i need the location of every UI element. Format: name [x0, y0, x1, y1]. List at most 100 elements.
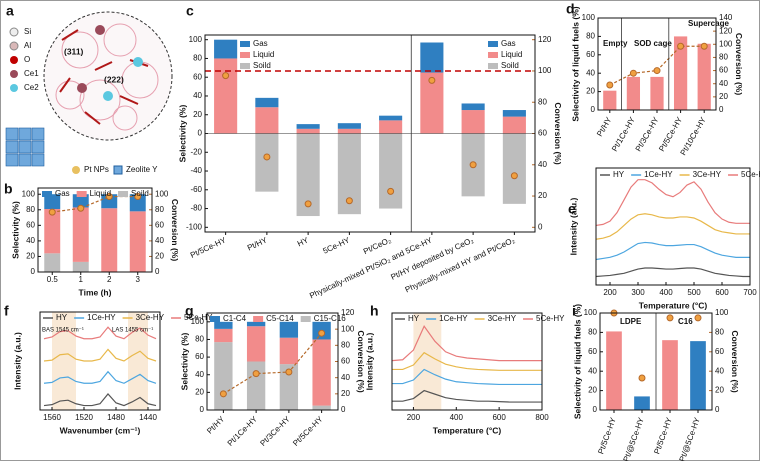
bar [337, 128, 361, 134]
legend-label: Si [24, 27, 31, 36]
legend-label: 1Ce-HY [87, 313, 116, 322]
y-tick-label: 40 [193, 91, 202, 100]
conversion-point [469, 161, 477, 169]
y-tick-label: 80 [588, 328, 597, 337]
y-tick-label: 60 [586, 50, 595, 59]
bar [420, 72, 444, 134]
legend-swatch [240, 41, 250, 47]
y2-tick-label: 20 [341, 389, 350, 398]
y-tick-label: 20 [586, 87, 595, 96]
spectrum-line [392, 351, 542, 371]
y-axis-title: Selectivity (%) [179, 333, 189, 391]
conversion-point [105, 193, 113, 201]
bar [673, 36, 688, 110]
bar [72, 194, 89, 208]
bar [214, 321, 233, 329]
y-axis-title: Selectivity of liquid fuels (%) [572, 304, 582, 419]
y-tick-label: 20 [588, 386, 597, 395]
conversion-point [694, 314, 702, 322]
legend-label: Ce1 [24, 69, 39, 78]
shaded-band [52, 312, 76, 410]
atom [77, 83, 87, 93]
x-tick-label: 1440 [139, 413, 157, 422]
bar [255, 133, 279, 192]
y-axis-title: Selectivity (%) [10, 201, 20, 259]
x-tick-label: 700 [743, 288, 757, 297]
legend-label: 3Ce-HY [693, 170, 722, 179]
y-tick-label: 80 [195, 335, 204, 344]
bar [296, 124, 320, 129]
y2-tick-label: 120 [719, 26, 733, 35]
legend-label: Ce2 [24, 83, 39, 92]
y-tick-label: -80 [190, 204, 202, 213]
legend-label: O [24, 55, 30, 64]
y2-tick-label: 20 [719, 92, 728, 101]
legend-swatch [42, 191, 52, 197]
bar [337, 123, 361, 129]
panel-label: h [370, 303, 379, 319]
conversion-point [252, 370, 260, 378]
bar [44, 209, 61, 254]
y-tick-label: 0 [200, 405, 205, 414]
annotation: LDPE [620, 317, 642, 326]
panel-label: g [185, 303, 194, 319]
legend-label: Gas [253, 39, 268, 48]
legend-swatch [118, 191, 129, 197]
bar [279, 337, 299, 365]
y2-tick-label: 80 [719, 53, 728, 62]
bar [502, 110, 526, 117]
bar [296, 128, 320, 134]
y-tick-label: 0 [31, 267, 36, 276]
y-tick-label: 100 [189, 35, 203, 44]
bar [690, 341, 706, 410]
y2-axis-title: Conversion (%) [734, 33, 744, 96]
legend-swatch [76, 191, 87, 197]
legend-label: Soild [131, 189, 149, 198]
spectrum-line [392, 389, 542, 403]
bar [502, 133, 526, 204]
conversion-point [77, 204, 85, 212]
bar [246, 321, 266, 327]
plot-frame [599, 312, 713, 411]
y2-tick-label: 20 [155, 252, 164, 261]
bar [72, 261, 89, 272]
conversion-point [222, 72, 230, 80]
spectrum-line [392, 368, 542, 386]
x-tick-label: 200 [603, 288, 617, 297]
x-tick-label: 400 [659, 288, 673, 297]
y-axis-title: Intensity (a.u.) [12, 332, 22, 390]
x-axis-title: Temperature (°C) [639, 300, 708, 310]
legend-label: 1Ce-HY [439, 314, 468, 323]
atom-icon [10, 84, 18, 92]
y-tick-label: 60 [195, 352, 204, 361]
spectrum-line [595, 267, 750, 278]
legend-label: 3Ce-HY [136, 313, 165, 322]
item-label: Pt NPs [84, 165, 109, 174]
bar [246, 326, 266, 362]
bar [461, 103, 485, 111]
legend-label: C5-C14 [266, 314, 294, 323]
y2-tick-label: 40 [538, 160, 547, 169]
bar [44, 194, 61, 209]
y2-tick-label: 100 [341, 324, 355, 333]
framework [55, 23, 159, 131]
atom [103, 91, 113, 101]
conversion-point [700, 42, 708, 50]
x-tick-label: 1480 [107, 413, 125, 422]
y-tick-label: 100 [191, 317, 205, 326]
y2-tick-label: 80 [538, 97, 547, 106]
plot-frame [206, 312, 339, 411]
spectrum-line [43, 370, 157, 384]
plot-frame [597, 17, 717, 111]
plot-frame [39, 311, 161, 411]
zeolite-icon [113, 165, 123, 175]
spectrum-line [43, 326, 157, 340]
bar [461, 110, 485, 134]
y-tick-label: 80 [586, 32, 595, 41]
legend-label: Gas [501, 39, 516, 48]
y2-tick-label: 40 [719, 79, 728, 88]
y2-tick-label: 40 [341, 373, 350, 382]
panel-label: a [6, 3, 14, 19]
conversion-point [219, 390, 227, 398]
